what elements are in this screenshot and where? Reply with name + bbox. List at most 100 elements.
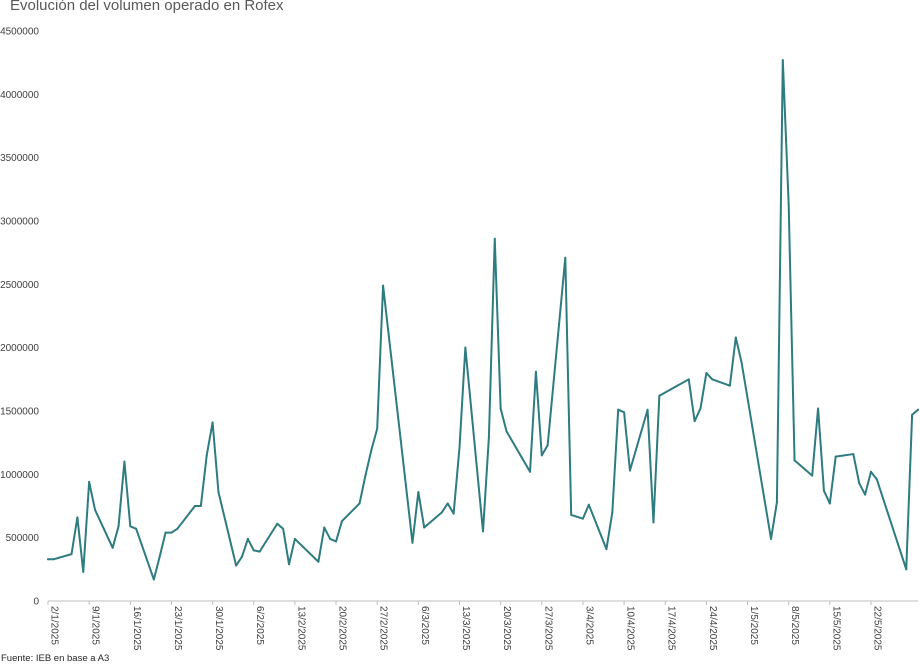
data-point: [505, 430, 508, 433]
data-point: [382, 284, 385, 287]
data-point: [70, 553, 73, 556]
data-point: [335, 540, 338, 543]
y-tick-label: 3000000: [0, 217, 39, 228]
data-point: [911, 413, 914, 416]
chart-title: Evolución del volumen operado en Rofex: [10, 0, 284, 14]
series-points: [47, 59, 919, 581]
y-tick-label: 1000000: [0, 470, 39, 481]
x-tick-label: 9/1/2025: [90, 606, 101, 645]
data-point: [205, 454, 208, 457]
data-point: [775, 501, 778, 504]
data-point: [364, 474, 367, 477]
data-point: [546, 444, 549, 447]
data-point: [417, 491, 420, 494]
data-point: [88, 480, 91, 483]
data-point: [193, 505, 196, 507]
data-point: [705, 372, 708, 374]
x-tick-label: 1/5/2025: [748, 606, 759, 645]
y-tick-label: 0: [33, 597, 39, 608]
x-tick-label: 13/3/2025: [460, 606, 471, 651]
data-point: [852, 453, 855, 456]
y-tick-label: 4000000: [0, 90, 39, 101]
data-point: [440, 511, 443, 514]
data-point: [482, 530, 484, 533]
x-axis-ticks: [47, 601, 872, 605]
data-point: [123, 460, 126, 463]
data-point: [770, 537, 773, 540]
data-point: [158, 555, 161, 558]
data-point: [587, 503, 590, 506]
x-tick-label: 27/2/2025: [378, 606, 389, 651]
data-point: [646, 408, 649, 411]
data-point: [52, 558, 55, 561]
data-point: [728, 384, 731, 387]
y-tick-label: 3500000: [0, 153, 39, 164]
y-tick-label: 1500000: [0, 407, 39, 418]
data-point: [82, 570, 85, 573]
x-tick-label: 24/4/2025: [707, 606, 718, 651]
data-point: [787, 203, 790, 206]
data-point: [446, 502, 449, 505]
data-point: [164, 531, 167, 534]
data-point: [323, 526, 326, 529]
data-point: [235, 564, 238, 567]
x-tick-label: 3/4/2025: [583, 606, 594, 645]
data-point: [499, 407, 502, 410]
data-point: [834, 455, 837, 458]
data-point: [828, 502, 831, 505]
data-point: [111, 546, 114, 549]
data-point: [452, 512, 455, 515]
x-tick-label: 22/5/2025: [871, 606, 882, 651]
data-point: [293, 537, 296, 540]
data-point: [564, 256, 567, 259]
data-point: [423, 526, 426, 529]
data-point: [817, 407, 820, 410]
data-point: [464, 346, 467, 349]
data-point: [76, 516, 79, 519]
data-point: [617, 408, 620, 411]
data-point: [605, 548, 608, 551]
data-point: [135, 527, 138, 530]
data-point: [47, 558, 49, 561]
data-point: [699, 407, 702, 410]
x-tick-label: 15/5/2025: [830, 606, 841, 651]
chart-source: Fuente: IEB en base a A3: [1, 653, 110, 664]
data-point: [170, 531, 173, 534]
data-point: [217, 491, 220, 494]
y-axis-labels: 0 500000 1000000 1500000 2000000 2500000 30000…: [0, 27, 39, 608]
data-point: [652, 521, 655, 524]
data-point: [711, 378, 714, 381]
data-point: [793, 459, 796, 462]
x-tick-label: 20/2/2025: [337, 606, 348, 651]
x-tick-label: 23/1/2025: [172, 606, 183, 651]
data-point: [623, 411, 626, 414]
data-point: [493, 237, 496, 240]
data-point: [487, 436, 490, 439]
data-point: [252, 549, 255, 552]
data-point: [258, 550, 261, 553]
data-point: [570, 513, 573, 516]
data-point: [282, 527, 285, 530]
data-point: [358, 502, 361, 505]
y-tick-label: 2000000: [0, 343, 39, 354]
data-point: [905, 568, 908, 571]
data-point: [411, 541, 414, 544]
data-point: [858, 482, 861, 485]
data-point: [540, 454, 543, 457]
x-axis-labels: 2/1/2025 9/1/2025 16/1/2025 23/1/2025 30/1/2…: [49, 606, 883, 651]
data-point: [822, 489, 825, 492]
data-point: [581, 517, 584, 520]
x-tick-label: 2/1/2025: [49, 606, 60, 645]
x-tick-label: 13/2/2025: [295, 606, 306, 651]
x-tick-label: 8/5/2025: [789, 606, 800, 645]
data-point: [611, 511, 614, 514]
data-point: [340, 520, 343, 523]
data-point: [117, 525, 120, 528]
data-point: [529, 470, 532, 473]
data-point: [176, 527, 179, 530]
data-point: [781, 59, 784, 62]
data-point: [376, 427, 379, 430]
data-point: [458, 446, 461, 449]
data-point: [734, 336, 737, 339]
